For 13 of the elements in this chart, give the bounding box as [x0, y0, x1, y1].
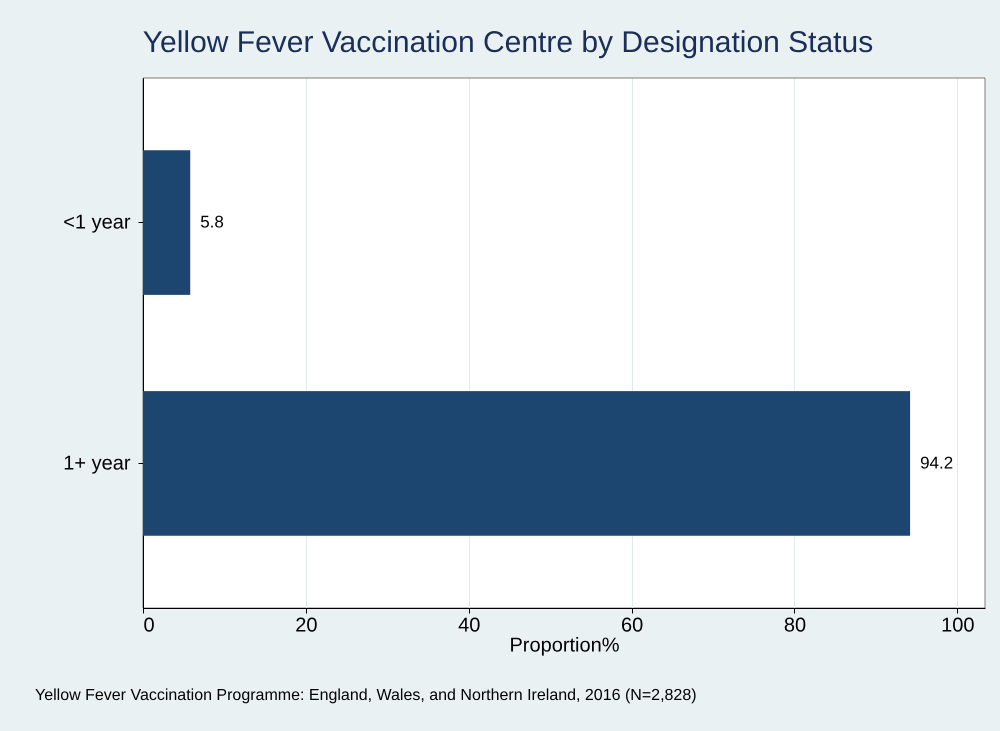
x-tick-label: 0 — [144, 614, 155, 636]
x-tick-label: 40 — [458, 614, 480, 636]
x-axis-title: Proportion% — [509, 634, 620, 656]
x-tick-label: 20 — [295, 614, 318, 636]
x-tick-label: 60 — [620, 614, 644, 636]
x-tick-label: 80 — [784, 614, 806, 636]
y-tick-label: 1+ year — [63, 452, 131, 474]
text: Yellow Fever Vaccination Programme: England, Wales, and Northern Ireland, 2016 (N=2,828) — [35, 687, 697, 704]
data-label: 94.2 — [920, 453, 954, 472]
y-tick-label: <1 year — [63, 212, 131, 234]
data-label: 5.8 — [200, 212, 224, 232]
chart-title: Yellow Fever Vaccination Centre by Designation Status — [142, 26, 874, 59]
x-tick-label: 100 — [941, 614, 974, 636]
